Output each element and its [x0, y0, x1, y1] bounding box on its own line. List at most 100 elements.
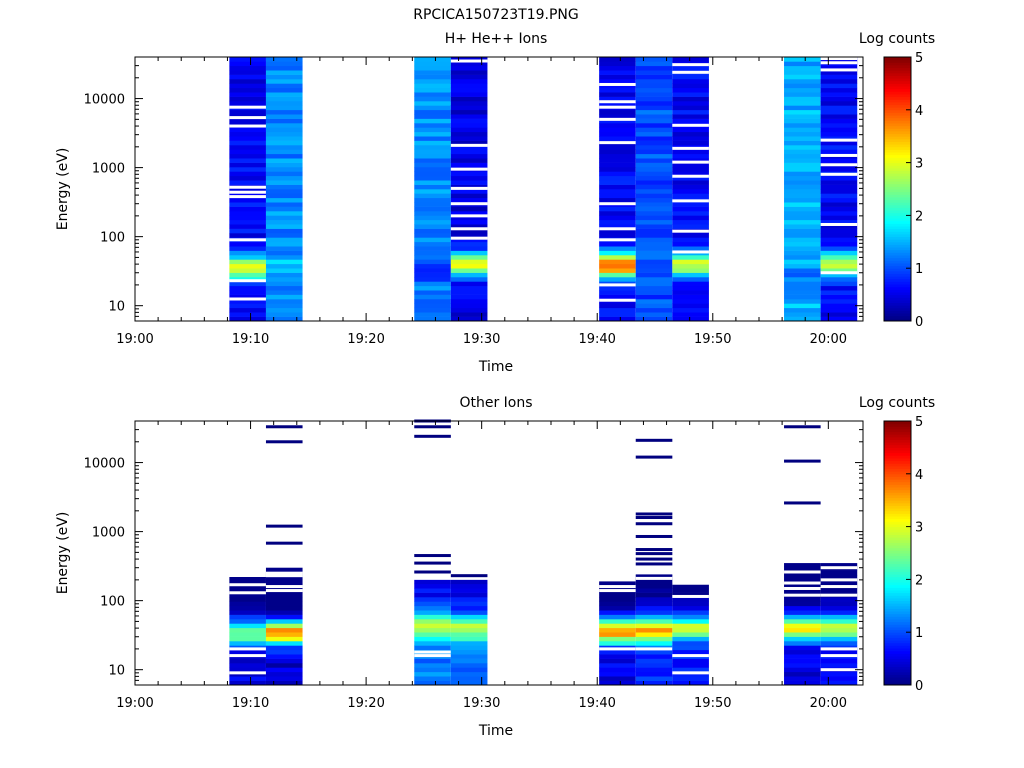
heatmap-cell [450, 61, 488, 67]
colorbar-segment [884, 215, 911, 219]
colorbar-segment [884, 265, 911, 269]
heatmap-cell [672, 663, 709, 668]
colorbar-segment [884, 194, 911, 198]
x-axis-label-other: Time [478, 723, 513, 739]
heatmap-cell [635, 153, 673, 159]
heatmap-hplus [229, 57, 858, 322]
heatmap-cell [820, 228, 858, 234]
heatmap-cell [599, 268, 636, 273]
heatmap-cell [820, 272, 858, 278]
colorbar-segment [884, 115, 911, 119]
heatmap-cell [672, 224, 709, 229]
heatmap-cell [265, 255, 303, 260]
heatmap-cell [599, 303, 636, 309]
heatmap-gap [672, 160, 709, 164]
heatmap-line [635, 516, 673, 520]
heatmap-column [672, 584, 709, 686]
heatmap-cell [635, 189, 673, 194]
colorbar-tick-label: 5 [915, 415, 923, 430]
heatmap-cell [784, 645, 821, 651]
heatmap-column [784, 425, 821, 686]
colorbar-segment [884, 661, 911, 665]
heatmap-gap [784, 581, 821, 585]
heatmap-cell [229, 206, 266, 212]
heatmap-cell [450, 272, 488, 278]
heatmap-cell [635, 149, 673, 155]
heatmap-line [265, 541, 303, 545]
heatmap-cell [599, 215, 636, 221]
heatmap-cell [635, 250, 673, 256]
colorbar-segment [884, 128, 911, 132]
heatmap-cell [450, 57, 488, 62]
heatmap-cell [265, 299, 303, 304]
heatmap-cell [229, 619, 266, 624]
heatmap-cell [450, 632, 488, 637]
colorbar-segment [884, 679, 911, 683]
heatmap-cell [784, 566, 821, 571]
heatmap-cell [599, 601, 636, 607]
heatmap-cell [599, 158, 636, 163]
heatmap-cell [265, 307, 303, 313]
figure-title: RPCICA150723T19.PNG [413, 7, 578, 23]
colorbar-segment [884, 117, 911, 121]
heatmap-cell [229, 597, 266, 602]
y-tick-label: 1000 [92, 526, 125, 541]
heatmap-cell [820, 65, 858, 71]
colorbar-segment [884, 257, 911, 261]
heatmap-cell [414, 219, 451, 225]
heatmap-cell [414, 259, 451, 265]
heatmap-cell [672, 241, 709, 247]
heatmap-cell [784, 79, 821, 84]
heatmap-line [414, 425, 451, 429]
heatmap-cell [635, 632, 673, 637]
heatmap-cell [450, 597, 488, 602]
heatmap-cell [265, 92, 303, 97]
heatmap-cell [450, 127, 488, 133]
colorbar-segment [884, 582, 911, 586]
heatmap-cell [265, 632, 303, 637]
colorbar-segment [884, 645, 911, 649]
colorbar-segment [884, 225, 911, 230]
colorbar-segment [884, 186, 911, 190]
heatmap-gap [820, 57, 858, 61]
plot-frame-hplus [134, 56, 864, 322]
heatmap-column [820, 563, 858, 686]
heatmap-cell [265, 605, 303, 611]
colorbar-segment [884, 78, 911, 82]
heatmap-cell [414, 180, 451, 185]
heatmap-gap [599, 227, 636, 231]
heatmap-line [635, 557, 673, 561]
heatmap-cell [265, 211, 303, 216]
heatmap-cell [820, 658, 858, 664]
heatmap-cell [635, 597, 673, 602]
colorbar-segment [884, 421, 911, 425]
heatmap-cell [450, 636, 488, 642]
heatmap-cell [635, 228, 673, 234]
heatmap-cell [635, 268, 673, 273]
heatmap-cell [229, 649, 266, 655]
heatmap-cell [414, 671, 451, 677]
heatmap-cell [450, 224, 488, 229]
heatmap-cell [450, 83, 488, 89]
heatmap-cell [450, 241, 488, 247]
heatmap-cell [635, 83, 673, 89]
heatmap-gap [672, 123, 709, 127]
heatmap-cell [635, 241, 673, 247]
heatmap-cell [672, 676, 709, 681]
heatmap-cell [450, 87, 488, 93]
heatmap-gap [599, 238, 636, 242]
heatmap-cell [635, 649, 673, 655]
colorbar-segment [884, 545, 911, 549]
y-tick-label: 10000 [84, 93, 125, 108]
heatmap-cell [599, 57, 636, 62]
colorbar-segment [884, 531, 911, 536]
heatmap-cell [599, 87, 636, 93]
colorbar-segment [884, 621, 911, 625]
colorbar-segment [884, 268, 911, 272]
heatmap-cell [672, 149, 709, 155]
heatmap-cell [414, 627, 451, 633]
heatmap-gap [229, 647, 266, 651]
heatmap-cell [599, 65, 636, 71]
heatmap-cell [450, 623, 488, 629]
heatmap-cell [450, 285, 488, 291]
